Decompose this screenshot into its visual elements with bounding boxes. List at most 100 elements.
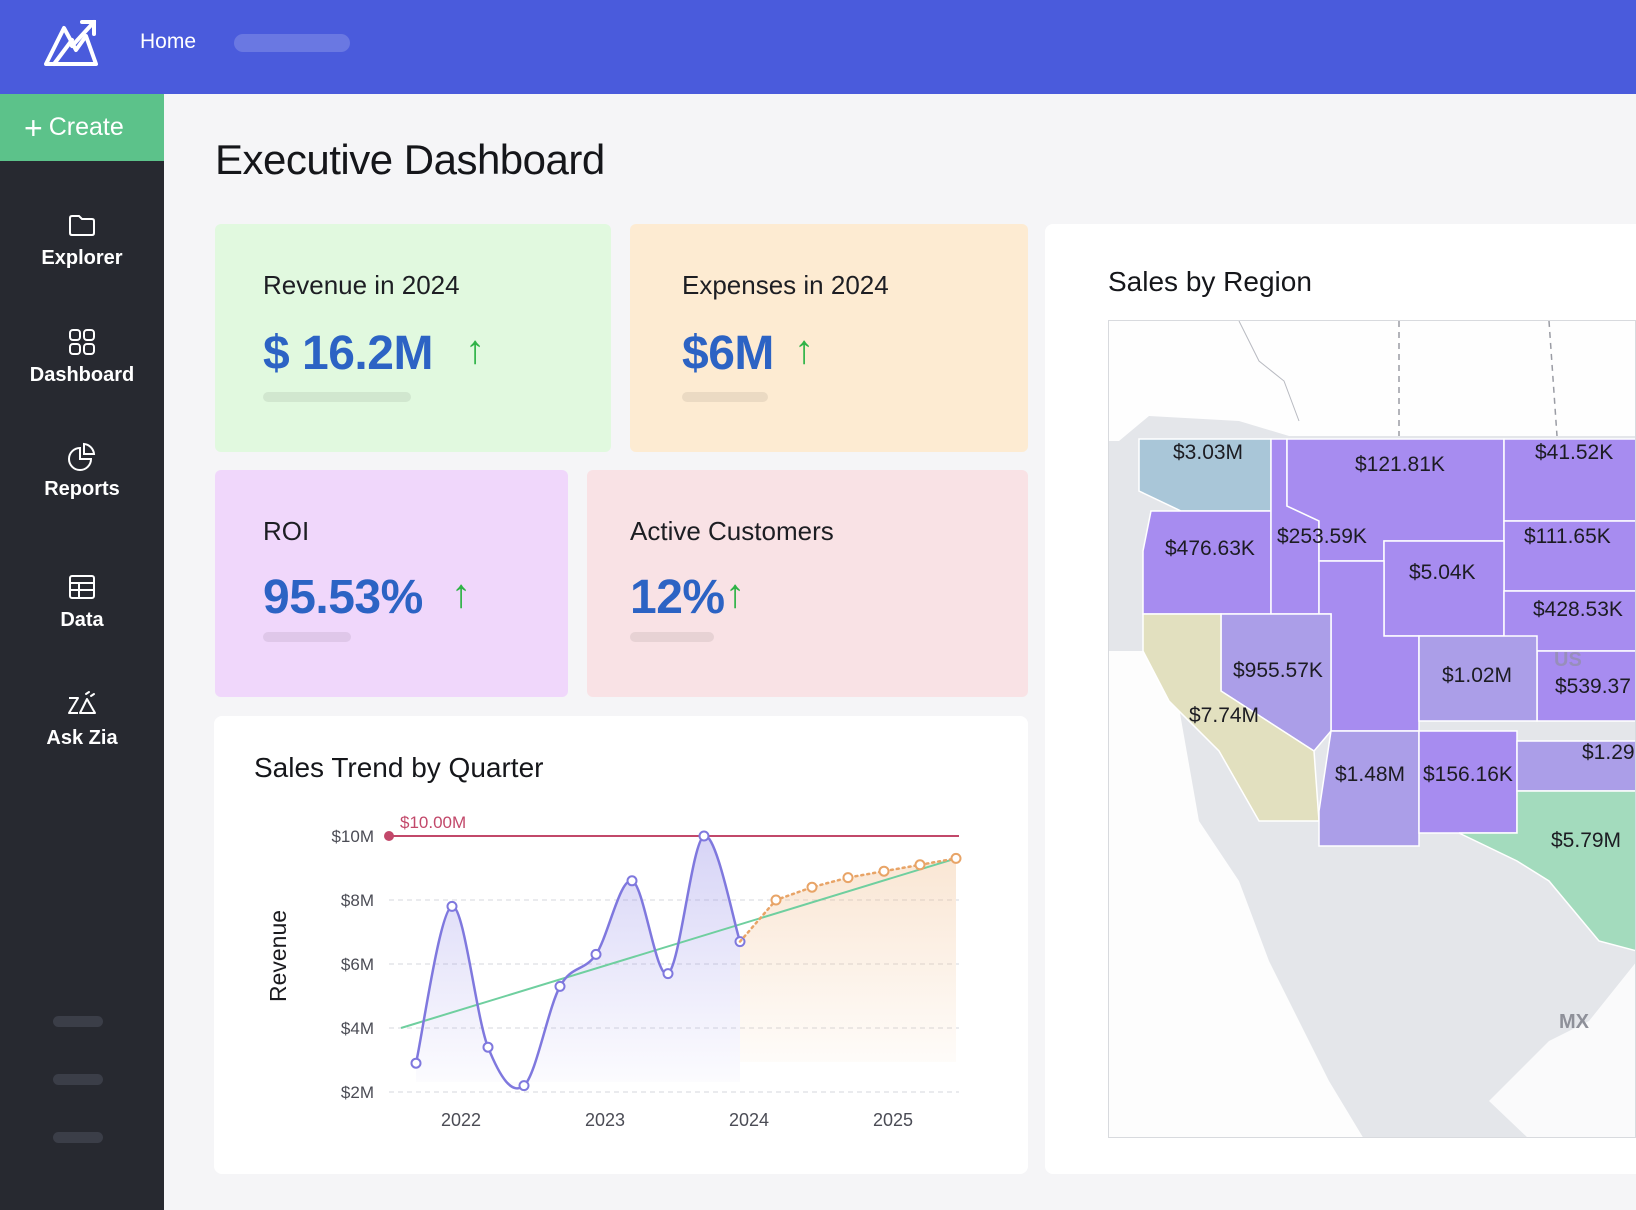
kpi-label: Active Customers (630, 516, 834, 546)
actual-data-point (482, 1041, 494, 1053)
actual-data-point (554, 980, 566, 992)
kpi-value: $ 16.2M (263, 327, 433, 380)
actual-series-line (414, 834, 742, 1090)
map-title: Sales by Region (1108, 266, 1312, 297)
map-shapes (1109, 321, 1635, 1137)
actual-data-point (446, 900, 458, 912)
actual-data-point (662, 968, 674, 980)
x-tick-label: 2022 (441, 1110, 481, 1130)
actual-area (416, 835, 740, 1089)
sidebar-item-label: Dashboard (29, 364, 135, 386)
forecast-data-point (950, 852, 962, 864)
top-bar: Home (0, 0, 1636, 94)
region-value-label: $1.48M (1335, 763, 1406, 786)
region-value-label: $476.63K (1165, 537, 1255, 560)
y-tick-label: $6M (341, 955, 374, 974)
actual-data-point (518, 1080, 530, 1092)
target-marker (384, 831, 394, 841)
y-tick-label: $2M (341, 1083, 374, 1102)
arrow-up-icon: ↑ (725, 572, 745, 616)
kpi-card-revenue[interactable]: Revenue in 2024 $ 16.2M ↑ (215, 224, 611, 452)
grid-icon (69, 329, 95, 355)
region-value-label: $428.53K (1533, 598, 1623, 621)
kpi-placeholder (630, 632, 714, 642)
sidebar-item-label: Reports (44, 478, 120, 500)
table-icon (69, 575, 95, 599)
page-title: Executive Dashboard (215, 136, 605, 183)
app-logo-icon[interactable] (42, 18, 100, 68)
kpi-label: Expenses in 2024 (682, 270, 889, 300)
sidebar-placeholder (53, 1074, 103, 1085)
arrow-up-icon: ↑ (465, 328, 485, 372)
sidebar: Explorer Dashboard Reports Data Ask Zia (0, 161, 164, 1210)
country-label: US (1554, 649, 1582, 671)
kpi-placeholder (263, 632, 351, 642)
region-value-label: $5.04K (1409, 561, 1476, 584)
region-value-label: $111.65K (1524, 525, 1611, 548)
kpi-card-roi[interactable]: ROI 95.53% ↑ (215, 470, 568, 697)
sidebar-item-label: Data (60, 609, 104, 631)
arrow-up-icon: ↑ (794, 328, 814, 372)
region-value-label: $1.02M (1442, 664, 1513, 687)
sidebar-placeholder (53, 1016, 103, 1027)
plus-icon: + (24, 109, 43, 146)
kpi-label: ROI (263, 516, 310, 546)
region-value-label: $7.74M (1189, 704, 1260, 727)
region-value-label: $41.52K (1535, 441, 1614, 464)
forecast-data-point (806, 881, 818, 893)
country-label: MX (1559, 1011, 1589, 1033)
sales-trend-chart[interactable]: $2M $4M $6M $8M $10M 2022 2023 2024 2025 Revenue $… (214, 716, 1028, 1174)
sidebar-item-data[interactable]: Data (0, 571, 164, 632)
actual-data-point (410, 1057, 422, 1069)
actual-data-point (626, 875, 638, 887)
region-value-label: $121.81K (1355, 453, 1445, 476)
x-tick-label: 2023 (585, 1110, 625, 1130)
sidebar-item-explorer[interactable]: Explorer (0, 209, 164, 270)
target-line-label: $10.00M (400, 813, 466, 832)
region-value-label: $955.57K (1233, 659, 1323, 682)
x-tick-label: 2024 (729, 1110, 769, 1130)
nav-home-link[interactable]: Home (140, 30, 197, 53)
kpi-label: Revenue in 2024 (263, 270, 460, 300)
y-axis-label: Revenue (265, 910, 291, 1002)
region-value-label: $253.59K (1277, 525, 1367, 548)
actual-data-point (590, 948, 602, 960)
region-value-label: $3.03M (1173, 441, 1244, 464)
kpi-card-expenses[interactable]: Expenses in 2024 $6M ↑ (630, 224, 1028, 452)
forecast-data-point (878, 865, 890, 877)
sales-trend-card[interactable]: Sales Trend by Quarter $2M $4M $6M $8M $10M 2… (214, 716, 1028, 1174)
arrow-up-icon: ↑ (451, 572, 471, 616)
sidebar-item-label: Explorer (41, 247, 123, 269)
region-value-label: $539.37 (1555, 675, 1631, 698)
pie-chart-icon (68, 442, 96, 471)
sidebar-item-reports[interactable]: Reports (0, 440, 164, 501)
sidebar-item-label: Ask Zia (46, 727, 118, 749)
forecast-data-point (842, 872, 854, 884)
forecast-data-point (914, 859, 926, 871)
zia-icon (68, 691, 96, 714)
y-tick-label: $10M (331, 827, 374, 846)
forecast-data-point (770, 894, 782, 906)
folder-icon (69, 215, 95, 236)
kpi-placeholder (682, 392, 768, 402)
kpi-value: 12% (630, 571, 725, 624)
sidebar-item-ask-zia[interactable]: Ask Zia (0, 689, 164, 750)
region-value-label: $1.29 (1582, 741, 1635, 764)
create-button[interactable]: + Create (0, 94, 164, 161)
kpi-card-active-customers[interactable]: Active Customers 12% ↑ (587, 470, 1028, 697)
sales-region-map[interactable]: $3.03M $121.81K $41.52K $476.63K $253.59… (1108, 320, 1636, 1138)
forecast-area (740, 858, 956, 1062)
actual-data-point (698, 830, 710, 842)
sidebar-item-dashboard[interactable]: Dashboard (0, 326, 164, 387)
kpi-placeholder (263, 392, 411, 402)
y-tick-label: $8M (341, 891, 374, 910)
region-value-label: $5.79M (1551, 829, 1622, 852)
chart-title: Sales Trend by Quarter (254, 752, 544, 783)
x-tick-label: 2025 (873, 1110, 913, 1130)
region-value-label: $156.16K (1423, 763, 1513, 786)
kpi-value: $6M (682, 327, 774, 380)
create-label: Create (48, 113, 124, 141)
kpi-value: 95.53% (263, 571, 423, 624)
y-tick-label: $4M (341, 1019, 374, 1038)
nav-placeholder (234, 34, 350, 52)
